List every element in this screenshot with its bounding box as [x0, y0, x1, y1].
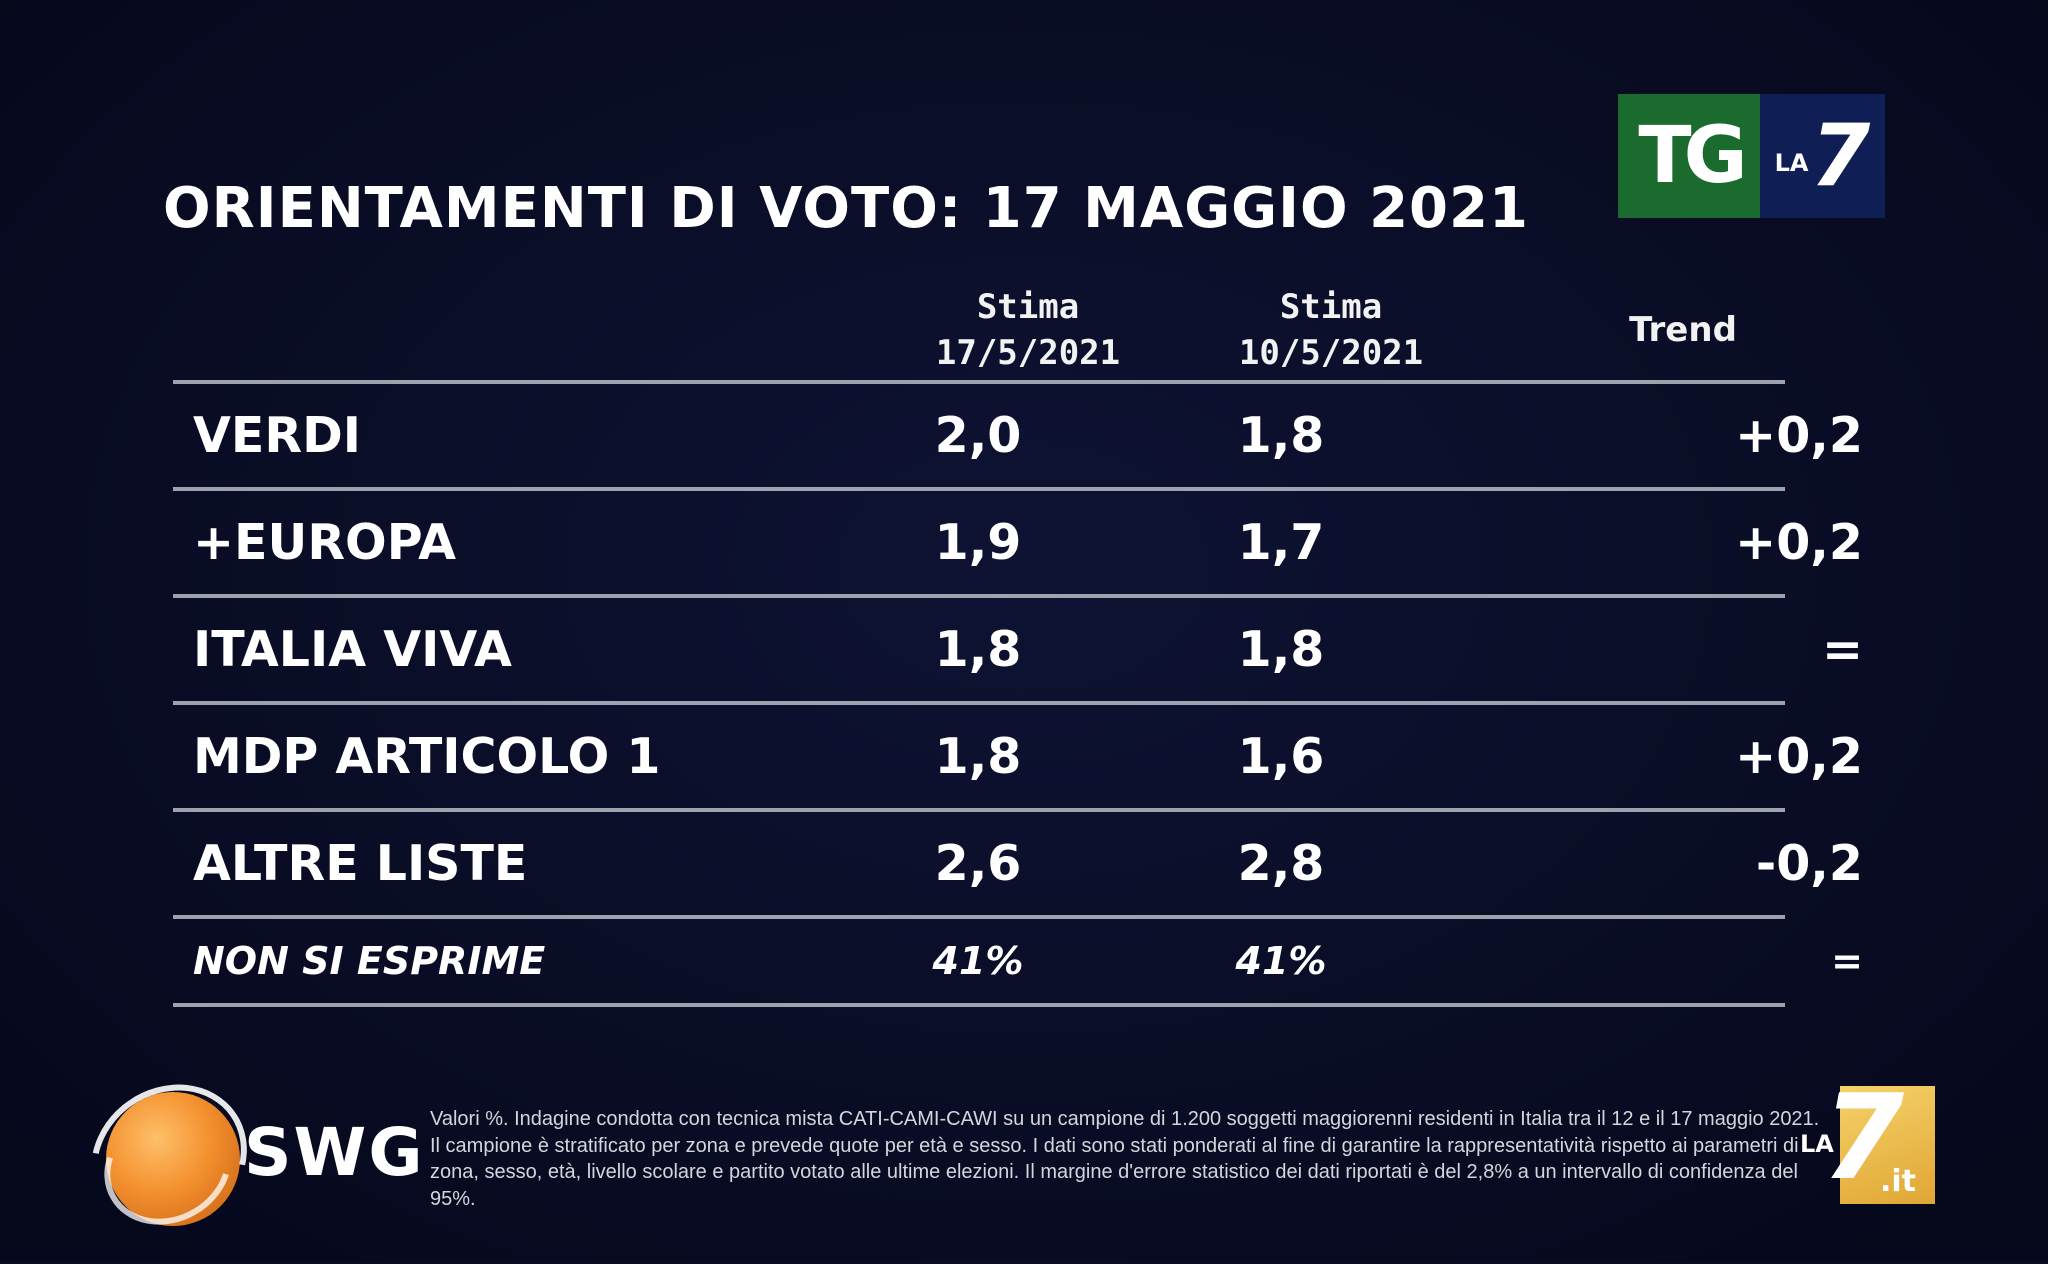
- estimate-previous: 1,7: [1237, 514, 1325, 571]
- estimate-previous: 1,8: [1237, 407, 1325, 464]
- undecided-trend: =: [1831, 939, 1863, 983]
- trend-value: +0,2: [1735, 514, 1863, 571]
- page-title: ORIENTAMENTI DI VOTO: 17 MAGGIO 2021: [163, 176, 1529, 241]
- methodology-footnote: Valori %. Indagine condotta con tecnica …: [430, 1108, 1820, 1210]
- header-trend: Trend: [1629, 310, 1737, 350]
- party-name: VERDI: [193, 407, 362, 464]
- estimate-current: 1,8: [934, 621, 1022, 678]
- header-estimate-previous: Stima 10/5/2021: [1176, 284, 1486, 376]
- header-estimate-current: Stima 17/5/2021: [873, 284, 1183, 376]
- la7-it-logo-la: LA: [1800, 1130, 1834, 1158]
- poll-table: Stima 17/5/2021 Stima 10/5/2021 Trend VE…: [173, 280, 1863, 1007]
- tg-la7-logo: TG LA 7: [1618, 94, 1885, 218]
- table-row: +EUROPA 1,9 1,7 +0,2: [173, 491, 1863, 598]
- party-name: ITALIA VIVA: [193, 621, 512, 678]
- estimate-current: 1,8: [934, 728, 1022, 785]
- header-estimate-previous-label: Stima: [1279, 287, 1383, 327]
- header-estimate-current-label: Stima: [976, 287, 1080, 327]
- table-header: Stima 17/5/2021 Stima 10/5/2021 Trend: [173, 280, 1785, 380]
- undecided-previous: 41%: [1235, 939, 1327, 983]
- trend-value: +0,2: [1735, 407, 1863, 464]
- estimate-current: 1,9: [934, 514, 1022, 571]
- swg-wordmark: SWG: [244, 1114, 425, 1191]
- header-estimate-current-date: 17/5/2021: [935, 333, 1121, 373]
- undecided-current: 41%: [932, 939, 1024, 983]
- party-name: MDP ARTICOLO 1: [193, 728, 661, 785]
- la7-logo-la: LA: [1774, 149, 1809, 177]
- trend-value: +0,2: [1735, 728, 1863, 785]
- swg-globe-icon: [106, 1092, 240, 1226]
- estimate-previous: 1,8: [1237, 621, 1325, 678]
- header-divider: [173, 380, 1785, 384]
- estimate-current: 2,0: [934, 407, 1022, 464]
- party-name: +EUROPA: [193, 514, 457, 571]
- table-row: ALTRE LISTE 2,6 2,8 -0,2: [173, 812, 1863, 919]
- party-name: ALTRE LISTE: [193, 835, 528, 892]
- la7-it-logo-seven: 7: [1822, 1068, 1905, 1206]
- table-row: MDP ARTICOLO 1 1,8 1,6 +0,2: [173, 705, 1863, 812]
- header-estimate-previous-date: 10/5/2021: [1238, 333, 1424, 373]
- estimate-previous: 2,8: [1237, 835, 1325, 892]
- table-row: VERDI 2,0 1,8 +0,2: [173, 384, 1863, 491]
- undecided-label: NON SI ESPRIME: [193, 939, 546, 983]
- swg-logo: SWG: [61, 1054, 423, 1264]
- table-row-undecided: NON SI ESPRIME 41% 41% =: [173, 919, 1863, 1007]
- la7-it-logo-it: .it: [1880, 1164, 1917, 1199]
- estimate-previous: 1,6: [1237, 728, 1325, 785]
- la7-logo-mark: LA 7: [1760, 94, 1885, 218]
- tg-logo-mark: TG: [1618, 94, 1760, 218]
- table-row: ITALIA VIVA 1,8 1,8 =: [173, 598, 1863, 705]
- trend-value: -0,2: [1755, 835, 1863, 892]
- la7-it-logo: LA 7 .it: [1800, 1078, 1935, 1204]
- estimate-current: 2,6: [934, 835, 1022, 892]
- la7-it-logo-box: [1840, 1086, 1935, 1204]
- la7-logo-seven: 7: [1810, 106, 1871, 206]
- trend-value: =: [1821, 621, 1863, 678]
